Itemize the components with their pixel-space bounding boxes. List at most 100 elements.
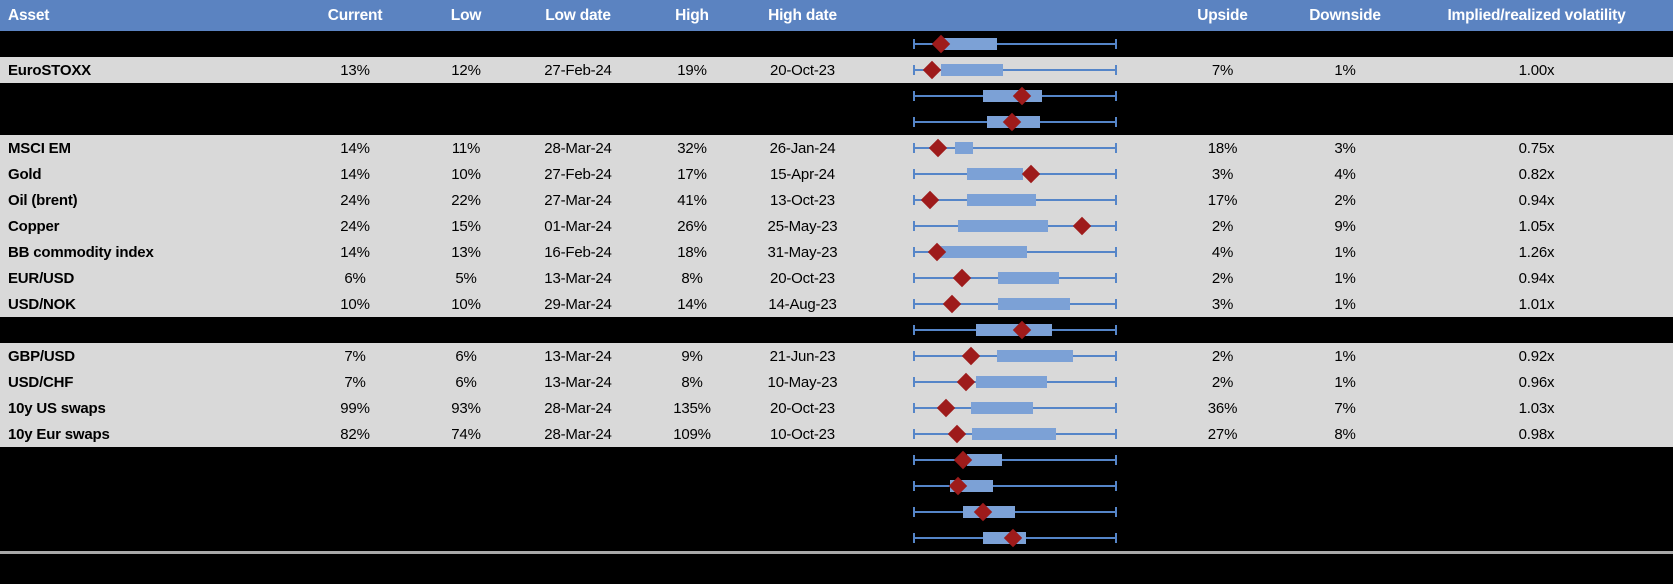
cell-current [300, 83, 410, 109]
cell-low_date [522, 31, 634, 57]
boxplot-whisker-line [913, 43, 1117, 45]
cell-current: 14% [340, 165, 370, 183]
cell-high_date: 13-Oct-23 [770, 191, 835, 209]
hidden-table-row [0, 525, 1673, 551]
column-header-range-chart [855, 0, 1155, 31]
cell-upside [1155, 109, 1290, 135]
boxplot-track [913, 421, 1117, 447]
cell-low [410, 525, 522, 551]
range-boxplot-cell [855, 109, 1155, 135]
cell-high [634, 473, 750, 499]
boxplot-min-cap [913, 455, 915, 465]
cell-current: 13% [340, 61, 370, 79]
boxplot-max-cap [1115, 455, 1117, 465]
hidden-table-row [0, 447, 1673, 473]
cell-high_date [750, 31, 855, 57]
cell-downside [1290, 31, 1400, 57]
table-row: Copper 24% 15% 01-Mar-24 26% 25-May-23 2% 9% 1.0… [0, 213, 1673, 239]
cell-current: 6% [344, 269, 366, 287]
boxplot-track [913, 135, 1117, 161]
cell-high [634, 31, 750, 57]
cell-upside [1155, 317, 1290, 343]
cell-low [410, 447, 522, 473]
cell-upside: 17% [1207, 191, 1238, 209]
range-boxplot-cell [855, 369, 1155, 395]
range-boxplot-cell [855, 447, 1155, 473]
cell-high [634, 83, 750, 109]
cell-high: 19% [677, 61, 707, 79]
boxplot-max-cap [1115, 273, 1117, 283]
cell-asset: MSCI EM [8, 139, 71, 157]
cell-high: 8% [681, 269, 703, 287]
boxplot-box [971, 428, 1056, 440]
boxplot-min-cap [913, 221, 915, 231]
cell-asset: GBP/USD [8, 347, 75, 365]
boxplot-track [913, 265, 1117, 291]
cell-low: 6% [455, 373, 477, 391]
boxplot-min-cap [913, 429, 915, 439]
hidden-table-row [0, 31, 1673, 57]
cell-implied_realized [1400, 317, 1673, 343]
cell-high_date: 20-Oct-23 [770, 61, 835, 79]
cell-asset: Gold [8, 165, 42, 183]
cell-implied_realized [1400, 473, 1673, 499]
boxplot-box [970, 402, 1033, 414]
range-boxplot-cell [855, 135, 1155, 161]
cell-upside: 2% [1211, 373, 1234, 391]
column-header-current: Current [327, 6, 383, 24]
current-value-diamond-icon [952, 268, 972, 288]
cell-high_date [750, 317, 855, 343]
cell-upside: 3% [1211, 295, 1234, 313]
boxplot-max-cap [1115, 39, 1117, 49]
cell-downside [1290, 473, 1400, 499]
cell-low_date: 16-Feb-24 [544, 243, 612, 261]
cell-low_date [522, 473, 634, 499]
boxplot-min-cap [913, 325, 915, 335]
table-row: BB commodity index 14% 13% 16-Feb-24 18% 31-M… [0, 239, 1673, 265]
boxplot-max-cap [1115, 169, 1117, 179]
boxplot-track [913, 83, 1117, 109]
current-value-diamond-icon [961, 346, 981, 366]
boxplot-box [939, 246, 1028, 258]
boxplot-min-cap [913, 39, 915, 49]
boxplot-min-cap [913, 377, 915, 387]
cell-current: 82% [340, 425, 370, 443]
boxplot-max-cap [1115, 195, 1117, 205]
range-boxplot-cell [855, 239, 1155, 265]
range-boxplot-cell [855, 473, 1155, 499]
cell-downside [1290, 499, 1400, 525]
cell-low: 74% [451, 425, 481, 443]
cell-current: 7% [344, 373, 366, 391]
column-header-high: High [675, 6, 709, 24]
cell-low [410, 317, 522, 343]
cell-current [300, 499, 410, 525]
cell-asset: USD/CHF [8, 373, 74, 391]
boxplot-track [913, 213, 1117, 239]
cell-high_date: 31-May-23 [767, 243, 838, 261]
cell-high: 8% [681, 373, 703, 391]
cell-asset: BB commodity index [8, 243, 154, 261]
cell-high: 135% [673, 399, 711, 417]
bottom-divider-line [0, 551, 1673, 554]
cell-current [300, 109, 410, 135]
boxplot-max-cap [1115, 65, 1117, 75]
boxplot-max-cap [1115, 507, 1117, 517]
column-header-downside: Downside [1309, 6, 1381, 24]
boxplot-max-cap [1115, 377, 1117, 387]
boxplot-box [967, 194, 1036, 206]
cell-high_date: 20-Oct-23 [770, 269, 835, 287]
cell-high: 41% [677, 191, 707, 209]
table-row: USD/NOK 10% 10% 29-Mar-24 14% 14-Aug-23 3% 1% 1.… [0, 291, 1673, 317]
cell-upside: 7% [1211, 61, 1234, 79]
cell-low: 5% [455, 269, 477, 287]
cell-low_date: 13-Mar-24 [544, 347, 612, 365]
cell-low: 12% [451, 61, 481, 79]
cell-implied_realized [1400, 109, 1673, 135]
cell-asset: Oil (brent) [8, 191, 78, 209]
cell-implied_realized: 1.00x [1518, 61, 1555, 79]
cell-high_date: 20-Oct-23 [770, 399, 835, 417]
cell-low_date [522, 525, 634, 551]
current-value-diamond-icon [922, 60, 942, 80]
cell-high_date [750, 473, 855, 499]
